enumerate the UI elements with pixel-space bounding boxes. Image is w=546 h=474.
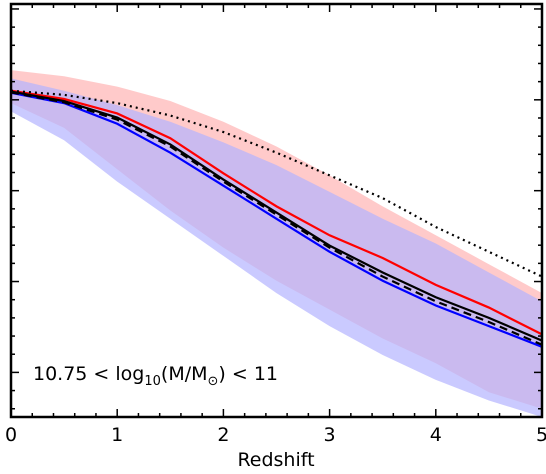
x-tick-label-3: 3 xyxy=(324,424,336,446)
x-tick-label-1: 1 xyxy=(111,424,123,446)
series-line-1 xyxy=(10,91,543,348)
x-axis-title: Redshift xyxy=(237,449,314,471)
mass-range-annotation: 10.75 < log10(M/M⊙) < 11 xyxy=(33,363,278,389)
anno-mid: (M/M xyxy=(161,363,208,385)
lines-layer xyxy=(10,89,543,348)
x-tick-labels: 0 1 2 3 4 5 xyxy=(5,424,546,446)
x-tick-label-4: 4 xyxy=(430,424,442,446)
x-tick-label-0: 0 xyxy=(5,424,17,446)
anno-prefix: 10.75 < log xyxy=(33,363,144,385)
band-1 xyxy=(11,78,542,417)
anno-sun-symbol: ⊙ xyxy=(208,374,219,389)
series-line-0 xyxy=(10,89,543,336)
anno-subscript: 10 xyxy=(144,374,161,389)
series-line-2 xyxy=(10,90,543,342)
x-tick-label-5: 5 xyxy=(536,424,546,446)
series-line-3 xyxy=(10,91,543,346)
anno-suffix: ) < 11 xyxy=(218,363,278,385)
bands-layer xyxy=(11,70,542,417)
series-line-4 xyxy=(10,89,543,278)
plot-frame xyxy=(9,2,544,419)
x-tick-label-2: 2 xyxy=(217,424,229,446)
